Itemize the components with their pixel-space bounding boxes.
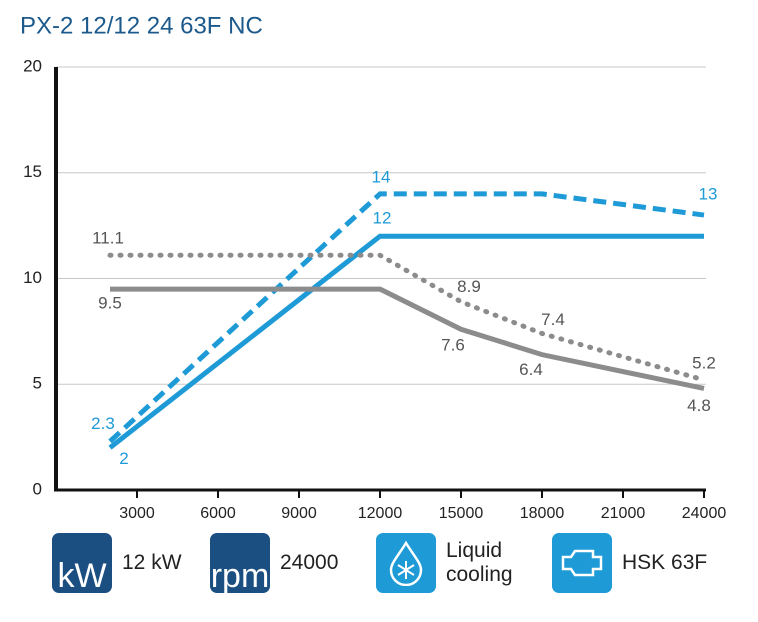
spec-speed: rpm 24000: [210, 532, 338, 594]
x-tick-label: 21000: [601, 505, 646, 522]
y-tick-label: 10: [23, 268, 42, 287]
x-tick-label: 24000: [682, 505, 727, 522]
data-label: 7.4: [541, 310, 565, 329]
series-line: [108, 191, 705, 444]
spec-cooling: Liquid cooling: [376, 532, 526, 594]
y-tick-label: 0: [33, 479, 42, 498]
chart-title: PX-2 12/12 24 63F NC: [20, 12, 263, 39]
data-label: 2.3: [91, 414, 115, 433]
icon-spindle: [552, 533, 612, 593]
spindle-icon: [561, 549, 603, 577]
data-label: 4.8: [687, 396, 711, 415]
data-label: 13: [699, 185, 718, 204]
data-label: 7.6: [441, 336, 465, 355]
icon-rpm: rpm: [210, 533, 270, 593]
data-label: 11.1: [92, 229, 124, 248]
icon-drop: [376, 533, 436, 593]
x-tick-label: 9000: [281, 505, 317, 522]
specs: kW 12 kW rpm 24000 Liquid cooling HSK 63…: [0, 532, 758, 594]
series-line: [110, 286, 705, 391]
series-line: [108, 233, 704, 450]
data-label: 5.2: [692, 354, 716, 373]
x-tick-label: 3000: [119, 505, 155, 522]
data-label: 9.5: [98, 294, 122, 313]
spec-label: HSK 63F: [622, 550, 708, 574]
y-tick-label: 5: [33, 374, 42, 393]
data-label: 14: [372, 167, 391, 186]
spec-tool: HSK 63F: [552, 532, 707, 594]
icon-kw: kW: [52, 533, 112, 593]
spec-label: Liquid cooling: [446, 538, 513, 586]
data-label: 12: [373, 209, 392, 228]
chart: PX-2 12/12 24 63F NC 0 5 10 15 20 3000 6000 900…: [20, 12, 727, 522]
data-label: 6.4: [519, 360, 543, 379]
x-tick-label: 18000: [520, 505, 565, 522]
drop-icon: [389, 540, 423, 586]
icon-text: kW: [57, 557, 107, 593]
series-line: [107, 252, 707, 383]
x-tick-label: 15000: [439, 505, 484, 522]
y-tick-label: 15: [23, 162, 42, 181]
x-tick-label: 6000: [200, 505, 236, 522]
icon-text: rpm: [210, 557, 270, 593]
spec-label: 24000: [280, 550, 339, 574]
data-label: 2: [119, 449, 128, 468]
data-label: 8.9: [457, 277, 481, 296]
spec-power: kW 12 kW: [52, 532, 182, 594]
y-tick-label: 20: [23, 56, 42, 75]
spec-label: 12 kW: [122, 550, 182, 574]
x-tick-label: 12000: [358, 505, 403, 522]
